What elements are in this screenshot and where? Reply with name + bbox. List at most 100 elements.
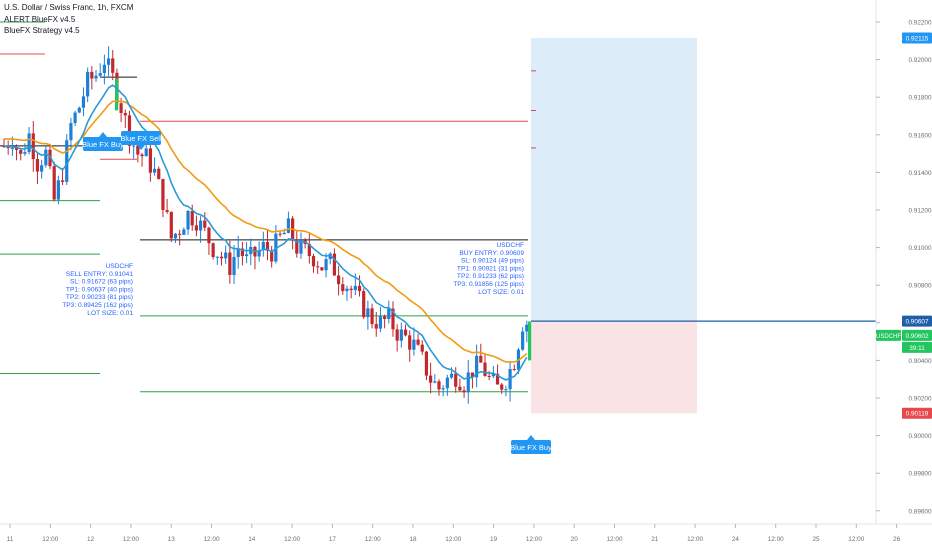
candle[interactable] [491,373,495,377]
signal-box[interactable] [121,131,161,145]
candle[interactable] [77,107,81,113]
candle[interactable] [445,377,449,389]
candle[interactable] [295,240,299,254]
candle[interactable] [136,145,140,155]
candle[interactable] [437,381,441,390]
candle[interactable] [14,148,19,150]
candle[interactable] [525,324,529,332]
candle-highlight[interactable] [528,321,532,361]
candle[interactable] [23,152,27,154]
candle[interactable] [420,344,424,352]
candle[interactable] [282,232,286,235]
candle[interactable] [165,210,169,212]
candle[interactable] [257,250,261,257]
candle[interactable] [495,373,500,385]
buy-signal-label-1[interactable]: Blue FX Buy [82,132,124,151]
candle[interactable] [366,308,370,318]
candle[interactable] [198,220,203,231]
candle[interactable] [512,369,516,371]
candle[interactable] [90,71,94,79]
candle[interactable] [416,339,420,345]
candle[interactable] [219,256,224,259]
candle[interactable] [429,375,433,383]
candle[interactable] [161,179,165,211]
candle[interactable] [152,168,157,173]
candle[interactable] [378,316,383,329]
candle[interactable] [31,133,35,160]
price-badge[interactable]: 39:11 [902,341,932,353]
candle[interactable] [35,159,40,172]
candle[interactable] [449,373,454,378]
buy-signal-label-2[interactable]: Blue FX Buy [510,435,552,454]
candle[interactable] [261,241,265,251]
candle[interactable] [140,154,144,157]
candle[interactable] [345,288,349,292]
candle[interactable] [169,211,173,239]
candle[interactable] [395,329,399,341]
candle[interactable] [500,384,504,390]
candle[interactable] [479,355,483,363]
candle[interactable] [102,64,106,74]
loss-zone[interactable] [531,321,697,414]
candle[interactable] [424,351,429,376]
candle[interactable] [332,253,337,276]
candle[interactable] [521,331,525,350]
candle[interactable] [52,166,56,200]
candle[interactable] [123,113,127,116]
candle[interactable] [73,112,77,124]
price-badge[interactable]: 0.92115 [902,32,932,44]
candle[interactable] [311,256,316,267]
candle[interactable] [119,103,123,114]
candle[interactable] [228,252,232,275]
candle[interactable] [383,316,387,319]
sell-signal-label[interactable]: Blue FX Sell [120,131,162,150]
candle[interactable] [353,285,357,291]
candle[interactable] [458,386,462,391]
candle[interactable] [387,308,391,319]
candle[interactable] [10,148,14,150]
candle[interactable] [106,58,111,65]
candle[interactable] [144,148,148,157]
profit-zone[interactable] [531,37,697,322]
candle[interactable] [265,241,270,251]
price-badge[interactable]: 0.90602 [902,329,932,341]
candle[interactable] [286,218,291,233]
candle[interactable] [357,285,362,292]
candle[interactable] [148,148,152,173]
candle[interactable] [69,123,73,141]
candle[interactable] [178,233,182,235]
signal-box[interactable] [83,137,123,151]
candle[interactable] [391,308,395,330]
candle[interactable] [98,73,102,76]
candle[interactable] [508,369,512,390]
candle[interactable] [40,165,44,172]
candle[interactable] [132,145,136,147]
candle[interactable] [94,75,98,79]
candle[interactable] [236,248,240,258]
candle[interactable] [207,227,211,244]
candle[interactable] [44,149,48,166]
indicator-strategy-label[interactable]: BlueFX Strategy v4.5 [4,26,80,35]
candle[interactable] [127,115,132,146]
candle[interactable] [408,335,412,350]
candle[interactable] [399,329,403,341]
candle[interactable] [307,243,311,257]
candle[interactable] [462,390,466,393]
candle[interactable] [412,339,416,350]
candle[interactable] [203,220,207,228]
candle[interactable] [86,71,90,97]
signal-box[interactable] [511,440,551,454]
candle[interactable] [487,375,491,377]
candle[interactable] [56,180,60,200]
candle[interactable] [441,388,445,390]
candle[interactable] [433,381,437,383]
candle[interactable] [470,372,475,378]
candle[interactable] [299,240,303,254]
price-badge[interactable]: 0.90119 [902,407,932,419]
candle[interactable] [182,229,186,235]
candle[interactable] [81,96,86,108]
candle[interactable] [337,275,341,285]
symbol-badge[interactable] [876,329,901,341]
candle[interactable] [475,355,479,378]
